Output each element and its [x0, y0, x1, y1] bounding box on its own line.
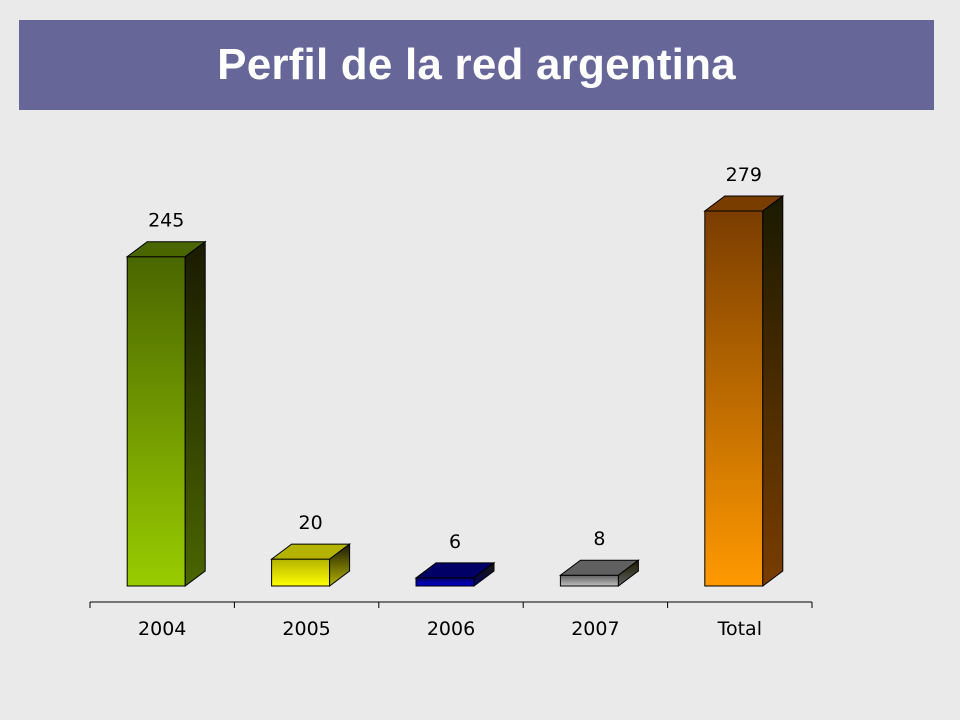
- x-tick-label: 2005: [282, 618, 330, 640]
- bar-side: [329, 543, 351, 587]
- bar-side: [617, 559, 639, 587]
- bar-2007: [558, 559, 640, 587]
- bar-front: [559, 574, 619, 587]
- bar-front: [704, 210, 764, 587]
- data-label: 6: [449, 531, 461, 553]
- data-label: 8: [593, 528, 605, 550]
- bar-2004: [125, 240, 207, 587]
- bar-front: [126, 256, 186, 587]
- x-tick-label: 2006: [427, 618, 475, 640]
- x-tick-label: Total: [717, 618, 762, 640]
- bar-total: [703, 195, 785, 587]
- bar-front: [271, 558, 331, 587]
- x-tick-label: 2007: [571, 618, 619, 640]
- data-label: 279: [726, 164, 762, 186]
- data-label: 245: [148, 210, 184, 232]
- bar-side: [473, 561, 495, 587]
- title-bar: Perfil de la red argentina: [19, 20, 934, 110]
- bar-2005: [270, 543, 352, 587]
- data-label: 20: [299, 512, 323, 534]
- labels-layer: 245 2004 20 2005 6 2006 8 2007 279 Total: [138, 164, 762, 640]
- x-axis: [89, 601, 813, 608]
- x-tick-label: 2004: [138, 618, 186, 640]
- bar-2006: [414, 561, 496, 587]
- bar-side: [184, 240, 206, 587]
- page-title: Perfil de la red argentina: [217, 40, 736, 89]
- bar-side: [762, 195, 784, 587]
- bars-layer: [125, 195, 785, 587]
- bar-front: [415, 577, 475, 587]
